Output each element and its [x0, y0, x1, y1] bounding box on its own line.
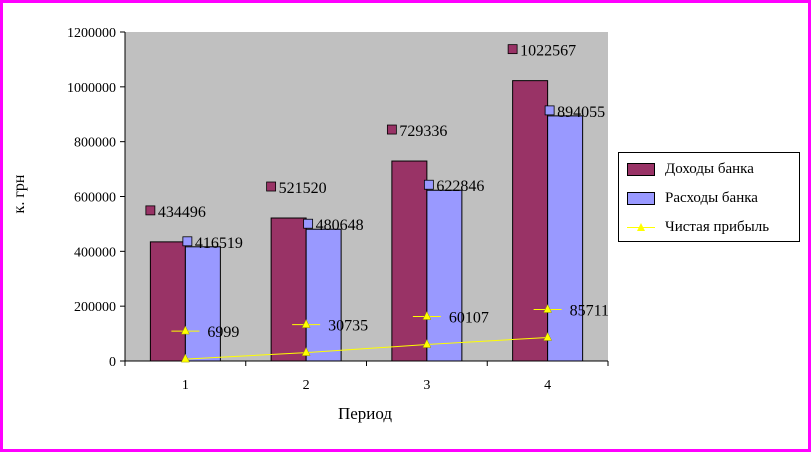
data-label-profit-1: 30735 [328, 318, 368, 335]
data-label-s1-1: 480648 [316, 217, 364, 234]
legend-line-profit [627, 221, 655, 234]
bars [149, 80, 584, 362]
profit-point-2 [422, 338, 432, 348]
legend-swatch-expenses [627, 191, 655, 205]
x-tick-label-2: 3 [423, 378, 430, 393]
y-tick-label-0: 0 [109, 355, 116, 370]
profit-label-marker-2 [422, 310, 432, 320]
y-tick-label-1: 200000 [74, 300, 116, 315]
profit-line [180, 331, 553, 363]
legend-item-expenses: Расходы банка [627, 187, 758, 209]
legend-swatch-income [627, 162, 655, 176]
profit-label-marker-0 [180, 325, 190, 335]
data-labels: 434496 521520 729336 1022567 416519 480648 622… [145, 43, 609, 341]
data-label-s1-2: 622846 [436, 178, 484, 195]
y-tick-label-2: 400000 [74, 245, 116, 260]
profit-point-1 [301, 347, 311, 356]
x-tick-label-0: 1 [182, 378, 189, 393]
label-marker-s1-0 [182, 236, 193, 247]
data-label-profit-2: 60107 [449, 310, 489, 327]
profit-point-0 [180, 353, 190, 363]
bar-s0-0 [149, 241, 186, 362]
legend-label-profit: Чистая прибыль [665, 218, 770, 235]
data-label-s1-0: 416519 [195, 235, 243, 252]
profit-polyline [185, 337, 548, 360]
label-marker-s0-3 [507, 44, 518, 55]
legend-item-income: Доходы банка [627, 158, 754, 180]
profit-point-3 [543, 331, 553, 341]
y-tick-label-6: 1200000 [67, 26, 116, 41]
y-axis: 0 200000 400000 600000 800000 1000000 1200000 [67, 26, 126, 370]
label-marker-s1-1 [303, 218, 314, 229]
y-tick-label-4: 800000 [74, 136, 116, 151]
bar-s1-1 [305, 228, 342, 362]
y-axis-title: к. грн [11, 174, 28, 214]
data-label-profit-0: 6999 [207, 324, 239, 341]
data-label-s0-0: 434496 [158, 204, 206, 221]
bar-s1-2 [426, 189, 463, 362]
data-label-s1-3: 894055 [557, 104, 605, 121]
bar-s1-0 [184, 246, 221, 362]
bar-s0-3 [512, 80, 549, 362]
y-tick-label-3: 600000 [74, 191, 116, 206]
data-label-s0-3: 1022567 [520, 43, 576, 60]
bar-s1-3 [547, 115, 584, 362]
label-marker-s1-3 [544, 105, 555, 116]
x-axis-title: Период [337, 404, 393, 423]
legend: Доходы банка Расходы банка Чистая прибыл… [618, 152, 800, 242]
data-label-s0-2: 729336 [399, 123, 447, 140]
y-tick-label-5: 1000000 [67, 81, 116, 96]
profit-label-marker-1 [301, 319, 311, 328]
x-tick-label-3: 4 [544, 378, 551, 393]
label-marker-s0-2 [386, 124, 397, 135]
x-tick-label-1: 2 [303, 378, 310, 393]
legend-label-expenses: Расходы банка [665, 189, 758, 206]
profit-label-marker-3 [543, 303, 553, 313]
legend-label-income: Доходы банка [665, 160, 754, 177]
x-axis: 1 2 3 4 [124, 360, 609, 393]
label-marker-s1-2 [423, 179, 434, 190]
label-marker-s0-1 [266, 181, 277, 192]
data-label-s0-1: 521520 [279, 180, 327, 197]
label-marker-s0-0 [145, 205, 156, 216]
data-label-profit-3: 85711 [570, 303, 609, 320]
bar-s0-2 [391, 160, 428, 362]
legend-item-profit: Чистая прибыль [627, 216, 769, 238]
bar-s0-1 [270, 217, 307, 362]
